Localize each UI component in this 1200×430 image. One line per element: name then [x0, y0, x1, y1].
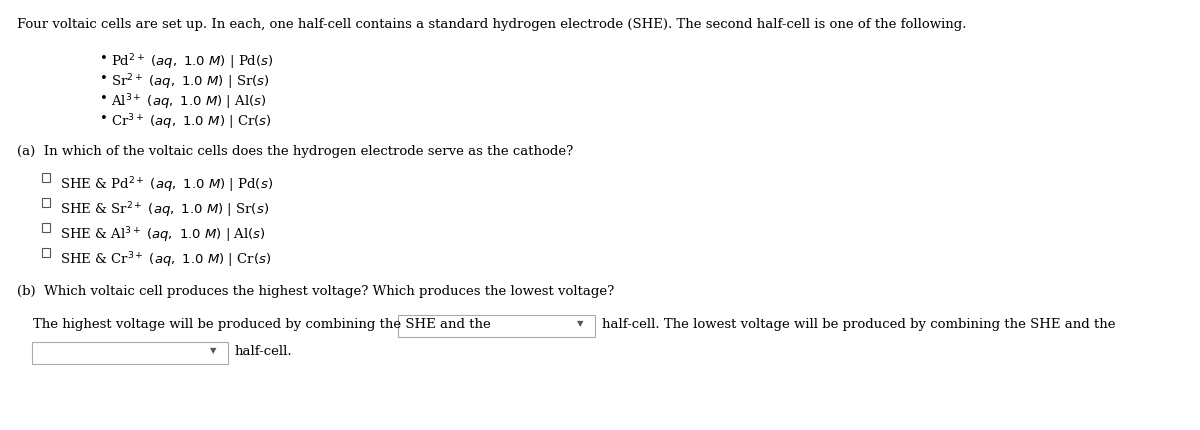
Text: half-cell.: half-cell. — [235, 345, 293, 358]
Text: ▼: ▼ — [577, 319, 583, 329]
Text: •: • — [101, 92, 108, 105]
Text: SHE & Al$^{3+}$ $(aq,\ 1.0\ M)$ | Al$(s)$: SHE & Al$^{3+}$ $(aq,\ 1.0\ M)$ | Al$(s)… — [60, 225, 266, 245]
Text: (b)  Which voltaic cell produces the highest voltage? Which produces the lowest : (b) Which voltaic cell produces the high… — [17, 285, 614, 298]
Text: ▼: ▼ — [210, 347, 217, 356]
Text: •: • — [101, 72, 108, 85]
FancyBboxPatch shape — [31, 342, 228, 364]
Bar — [42, 223, 50, 232]
Text: Sr$^{2+}$ $(aq,\ 1.0\ M)$ | Sr$(s)$: Sr$^{2+}$ $(aq,\ 1.0\ M)$ | Sr$(s)$ — [112, 72, 270, 92]
Text: The highest voltage will be produced by combining the SHE and the: The highest voltage will be produced by … — [32, 318, 491, 331]
Bar — [42, 173, 50, 182]
Bar — [42, 248, 50, 257]
Text: •: • — [101, 52, 108, 65]
Text: (a)  In which of the voltaic cells does the hydrogen electrode serve as the cath: (a) In which of the voltaic cells does t… — [17, 145, 572, 158]
Text: Al$^{3+}$ $(aq,\ 1.0\ M)$ | Al$(s)$: Al$^{3+}$ $(aq,\ 1.0\ M)$ | Al$(s)$ — [112, 92, 266, 112]
Text: SHE & Sr$^{2+}$ $(aq,\ 1.0\ M)$ | Sr$(s)$: SHE & Sr$^{2+}$ $(aq,\ 1.0\ M)$ | Sr$(s)… — [60, 200, 270, 220]
Text: Four voltaic cells are set up. In each, one half-cell contains a standard hydrog: Four voltaic cells are set up. In each, … — [17, 18, 966, 31]
Bar — [42, 198, 50, 207]
FancyBboxPatch shape — [398, 315, 595, 337]
Text: Pd$^{2+}$ $(aq,\ 1.0\ M)$ | Pd$(s)$: Pd$^{2+}$ $(aq,\ 1.0\ M)$ | Pd$(s)$ — [112, 52, 274, 72]
Text: half-cell. The lowest voltage will be produced by combining the SHE and the: half-cell. The lowest voltage will be pr… — [601, 318, 1115, 331]
Text: SHE & Cr$^{3+}$ $(aq,\ 1.0\ M)$ | Cr$(s)$: SHE & Cr$^{3+}$ $(aq,\ 1.0\ M)$ | Cr$(s)… — [60, 250, 271, 270]
Text: SHE & Pd$^{2+}$ $(aq,\ 1.0\ M)$ | Pd$(s)$: SHE & Pd$^{2+}$ $(aq,\ 1.0\ M)$ | Pd$(s)… — [60, 175, 274, 195]
Text: Cr$^{3+}$ $(aq,\ 1.0\ M)$ | Cr$(s)$: Cr$^{3+}$ $(aq,\ 1.0\ M)$ | Cr$(s)$ — [112, 112, 272, 132]
Text: •: • — [101, 112, 108, 125]
